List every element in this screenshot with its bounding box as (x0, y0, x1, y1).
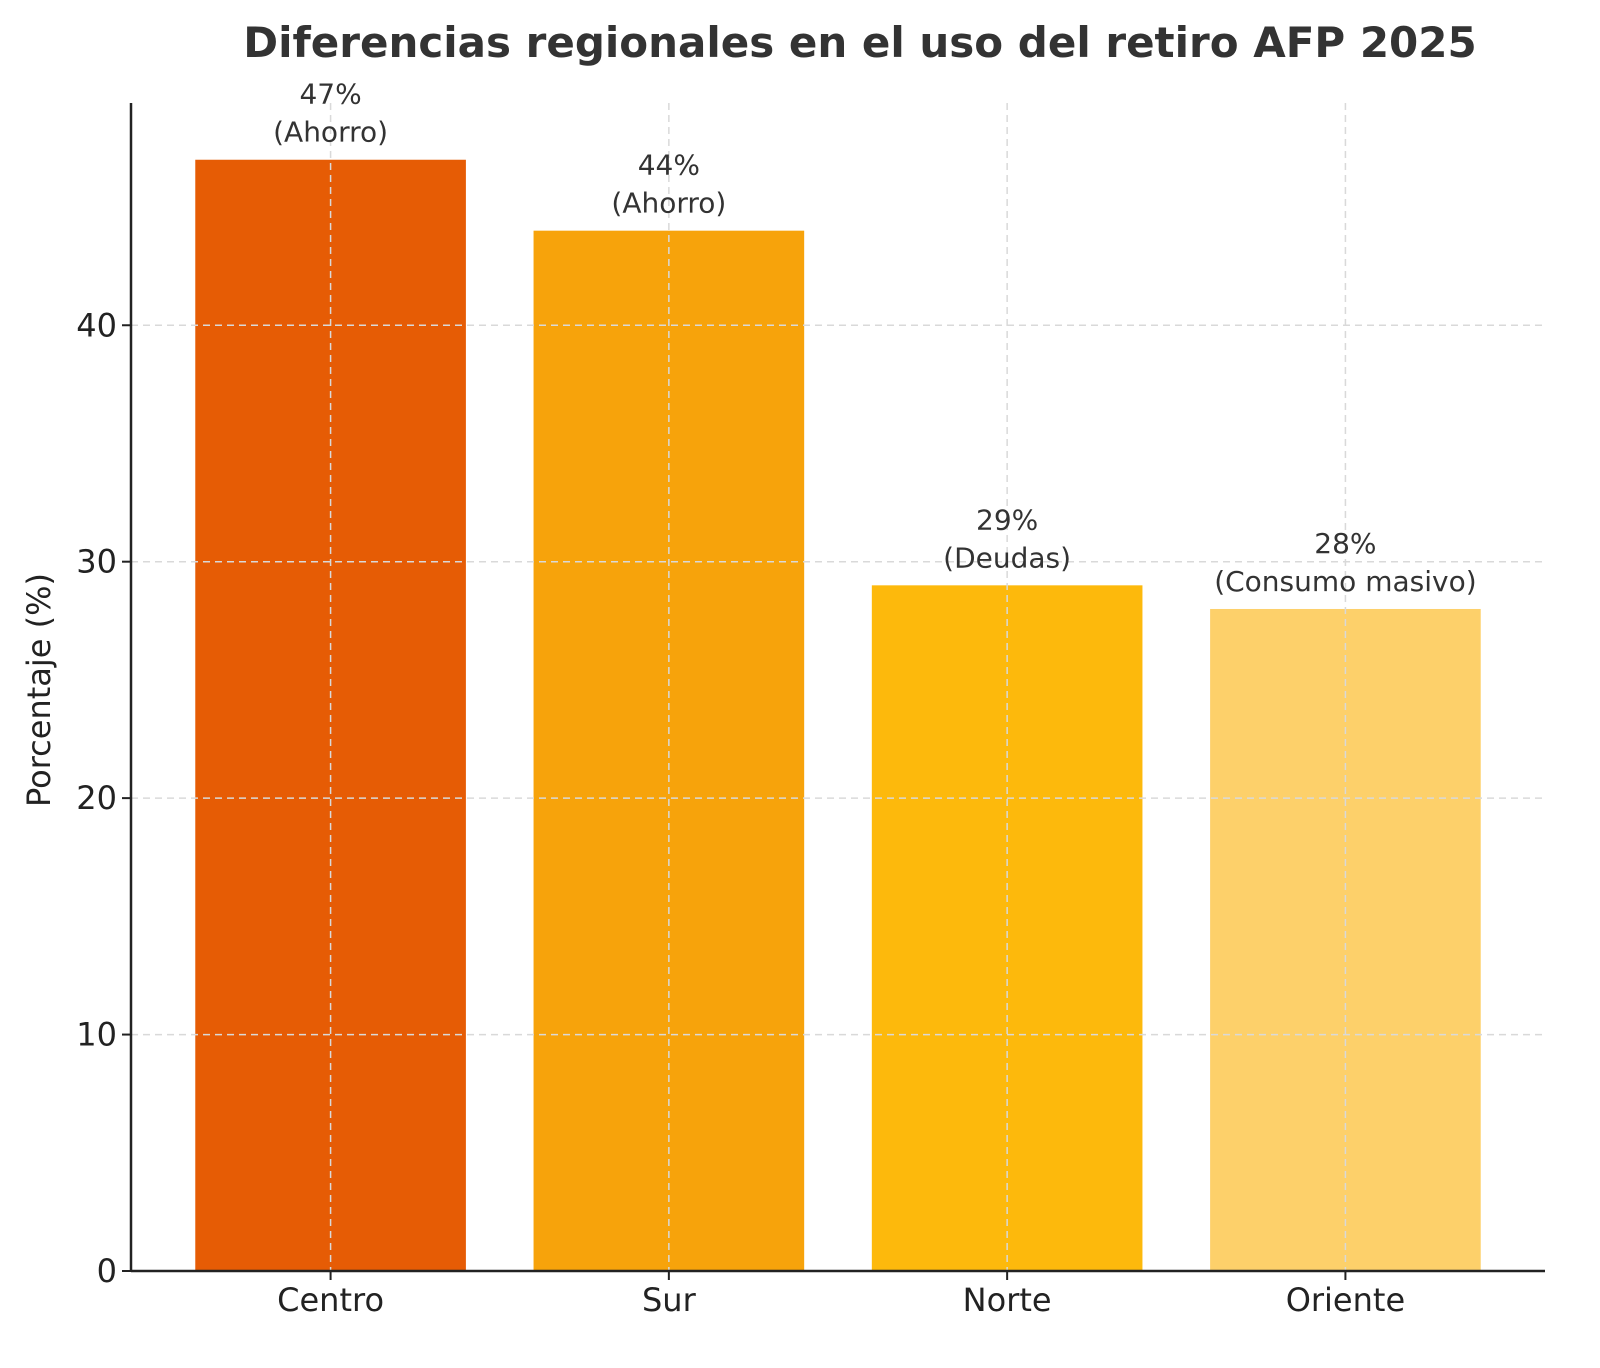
annotation-label: (Deudas) (943, 541, 1071, 574)
value-label: 47% (299, 78, 361, 111)
x-tick-label: Norte (963, 1281, 1052, 1319)
x-tick-label: Sur (642, 1281, 697, 1319)
chart-title: Diferencias regionales en el uso del ret… (243, 18, 1476, 67)
bar-norte (871, 585, 1143, 1271)
x-tick-label: Oriente (1286, 1281, 1405, 1319)
y-tick-label: 40 (76, 306, 117, 344)
y-tick-label: 20 (76, 779, 117, 817)
y-axis-label: Porcentaje (%) (20, 573, 58, 807)
y-tick-label: 10 (76, 1016, 117, 1054)
y-tick-label: 30 (76, 543, 117, 581)
y-tick-label: 0 (97, 1252, 117, 1290)
value-label: 29% (976, 503, 1038, 536)
value-label: 44% (638, 149, 700, 182)
annotation-label: (Ahorro) (273, 116, 388, 149)
annotation-label: (Ahorro) (611, 187, 726, 220)
annotation-label: (Consumo masivo) (1214, 565, 1476, 598)
x-tick-label: Centro (277, 1281, 384, 1319)
value-label: 28% (1314, 527, 1376, 560)
